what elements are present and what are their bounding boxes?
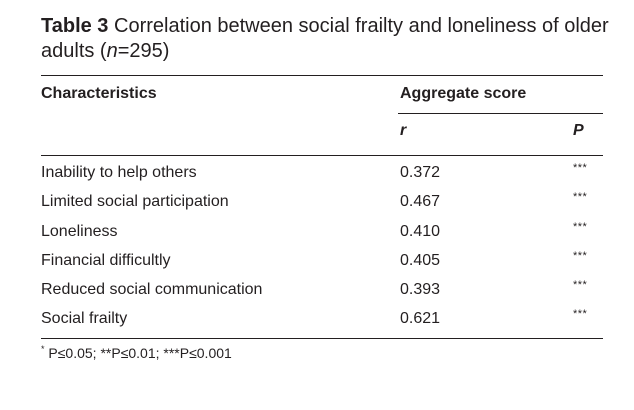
row-r-value: 0.372 xyxy=(400,164,440,182)
row-p-value: *** xyxy=(573,221,587,233)
row-r-value: 0.410 xyxy=(400,223,440,241)
row-characteristic: Financial difficultly xyxy=(41,252,171,270)
table-row: Reduced social communication 0.393 *** xyxy=(0,281,634,310)
row-r-value: 0.393 xyxy=(400,281,440,299)
bottom-rule xyxy=(41,338,603,339)
footnote-text: P≤0.05; **P≤0.01; ***P≤0.001 xyxy=(48,345,231,361)
row-p-value: *** xyxy=(573,191,587,203)
row-r-value: 0.467 xyxy=(400,193,440,211)
caption-n-value: =295) xyxy=(118,40,170,62)
header-characteristics: Characteristics xyxy=(41,85,157,103)
table-row: Limited social participation 0.467 *** xyxy=(0,193,634,222)
header-rule xyxy=(41,155,603,156)
table-label: Table 3 xyxy=(41,15,108,37)
table-row: Financial difficultly 0.405 *** xyxy=(0,252,634,281)
row-p-value: *** xyxy=(573,250,587,262)
spanner-rule xyxy=(398,113,603,114)
caption-n-symbol: n xyxy=(107,40,118,62)
header-r: r xyxy=(400,122,406,140)
table-row: Social frailty 0.621 *** xyxy=(0,310,634,339)
row-p-value: *** xyxy=(573,308,587,320)
row-characteristic: Social frailty xyxy=(41,310,127,328)
header-p: P xyxy=(573,122,584,140)
row-p-value: *** xyxy=(573,162,587,174)
table-footnote: * P≤0.05; **P≤0.01; ***P≤0.001 xyxy=(41,345,232,361)
row-p-value: *** xyxy=(573,279,587,291)
row-r-value: 0.621 xyxy=(400,310,440,328)
row-characteristic: Reduced social communication xyxy=(41,281,262,299)
row-r-value: 0.405 xyxy=(400,252,440,270)
row-characteristic: Inability to help others xyxy=(41,164,197,182)
table-row: Inability to help others 0.372 *** xyxy=(0,164,634,193)
table-row: Loneliness 0.410 *** xyxy=(0,223,634,252)
row-characteristic: Loneliness xyxy=(41,223,118,241)
footnote-marker: * xyxy=(41,344,45,354)
table-caption: Table 3 Correlation between social frail… xyxy=(41,14,616,64)
header-aggregate-score: Aggregate score xyxy=(400,85,526,103)
row-characteristic: Limited social participation xyxy=(41,193,229,211)
top-rule xyxy=(41,75,603,76)
